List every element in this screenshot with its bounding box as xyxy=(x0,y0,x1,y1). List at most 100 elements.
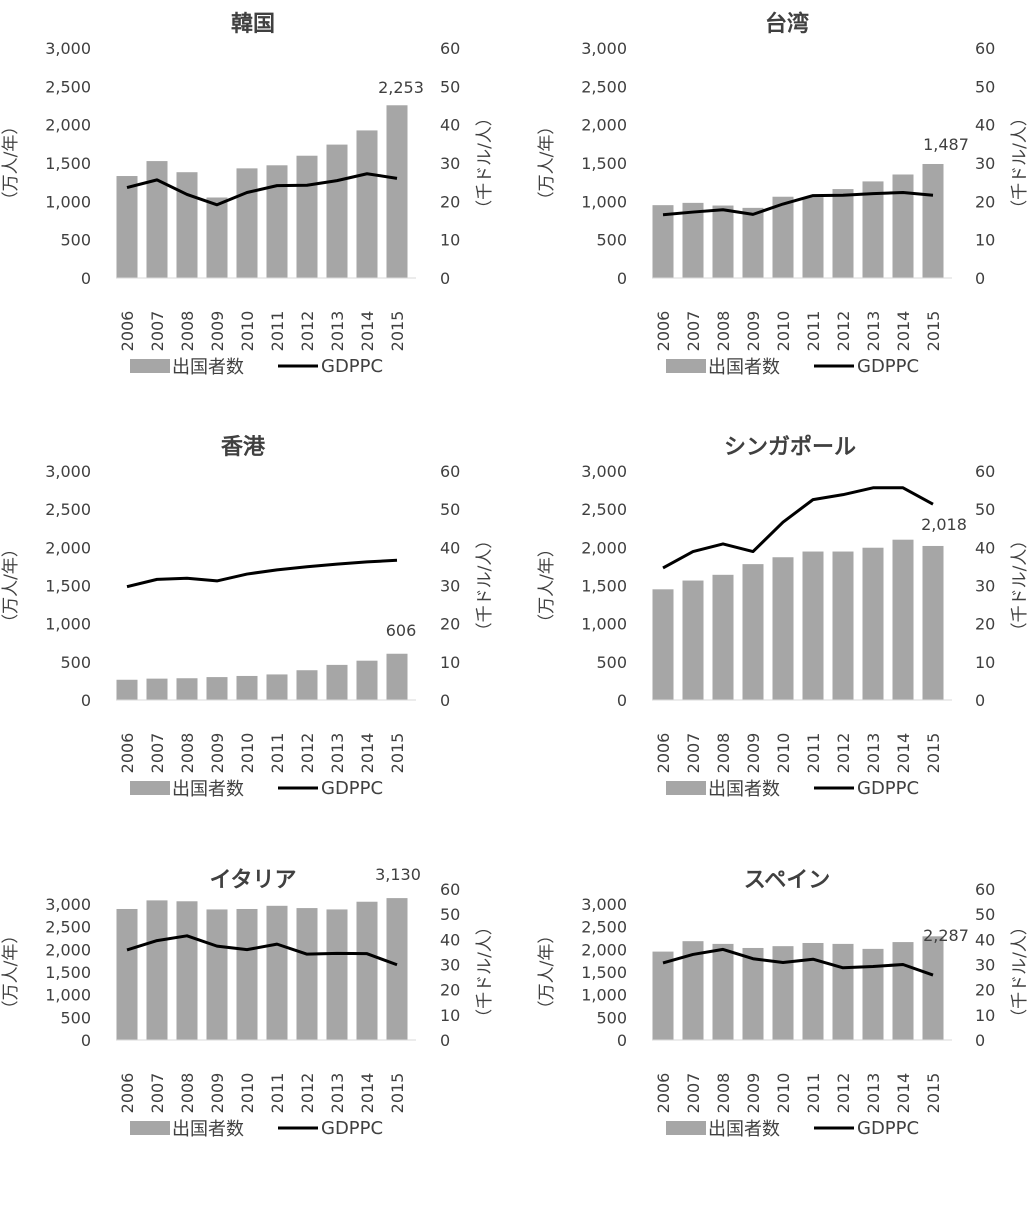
y-axis-label-left: （万人/年） xyxy=(1,540,21,631)
legend-label-bar: 出国者数 xyxy=(708,357,780,378)
right-tick-label: 40 xyxy=(440,538,460,557)
legend-label-line: GDPPC xyxy=(321,778,383,799)
bar-outbound-2008 xyxy=(176,901,198,1040)
x-tick-label: 2008 xyxy=(178,311,197,352)
data-label-2015: 606 xyxy=(386,621,417,640)
x-tick-label: 2013 xyxy=(864,1073,883,1114)
right-tick-label: 30 xyxy=(975,154,995,173)
x-tick-label: 2008 xyxy=(178,733,197,774)
x-tick-label: 2012 xyxy=(834,733,853,774)
x-tick-label: 2011 xyxy=(804,733,823,774)
legend-swatch-bar xyxy=(666,359,706,373)
left-tick-label: 2,500 xyxy=(581,918,627,937)
bar-outbound-2007 xyxy=(146,900,168,1040)
right-tick-label: 40 xyxy=(975,116,995,135)
x-tick-label: 2009 xyxy=(744,733,763,774)
x-tick-label: 2009 xyxy=(744,1073,763,1114)
legend-label-bar: 出国者数 xyxy=(172,357,244,378)
right-tick-label: 40 xyxy=(975,538,995,557)
right-tick-label: 0 xyxy=(975,269,985,288)
y-axis-label-right: （千ドル/人） xyxy=(475,532,495,640)
left-tick-label: 2,500 xyxy=(581,500,627,519)
left-tick-label: 2,500 xyxy=(581,77,627,96)
bar-outbound-2011 xyxy=(266,905,288,1040)
left-tick-label: 1,500 xyxy=(45,577,91,596)
bar-outbound-2006 xyxy=(116,908,138,1040)
bar-outbound-2008 xyxy=(176,678,198,700)
right-tick-label: 50 xyxy=(975,905,995,924)
x-tick-label: 2011 xyxy=(804,1073,823,1114)
legend-swatch-bar xyxy=(666,781,706,795)
left-tick-label: 500 xyxy=(596,231,627,250)
legend-label-bar: 出国者数 xyxy=(708,779,780,800)
legend-label-bar: 出国者数 xyxy=(708,1119,780,1140)
x-tick-label: 2014 xyxy=(358,311,377,352)
left-tick-label: 3,000 xyxy=(45,39,91,58)
bar-outbound-2014 xyxy=(356,660,378,700)
x-tick-label: 2007 xyxy=(684,733,703,774)
right-tick-label: 50 xyxy=(975,77,995,96)
bar-outbound-2014 xyxy=(892,942,914,1040)
left-tick-label: 500 xyxy=(60,231,91,250)
legend-swatch-bar xyxy=(130,781,170,795)
x-tick-label: 2015 xyxy=(924,1073,943,1114)
bar-outbound-2007 xyxy=(682,202,704,278)
x-tick-label: 2013 xyxy=(328,733,347,774)
data-label-2015: 3,130 xyxy=(375,865,421,884)
x-tick-label: 2010 xyxy=(238,733,257,774)
left-tick-label: 1,500 xyxy=(581,577,627,596)
bar-outbound-2014 xyxy=(892,539,914,700)
bar-outbound-2013 xyxy=(326,664,348,700)
data-label-2015: 2,253 xyxy=(378,78,424,97)
left-tick-label: 2,500 xyxy=(45,77,91,96)
bar-outbound-2010 xyxy=(772,196,794,278)
chart-title: 香港 xyxy=(221,435,266,460)
y-axis-label-left: （万人/年） xyxy=(1,927,21,1018)
bar-outbound-2011 xyxy=(802,197,824,278)
left-tick-label: 1,000 xyxy=(45,986,91,1005)
right-tick-label: 60 xyxy=(975,462,995,481)
bar-outbound-2014 xyxy=(356,130,378,278)
x-tick-label: 2014 xyxy=(358,1073,377,1114)
legend-swatch-bar xyxy=(130,1121,170,1135)
left-tick-label: 2,000 xyxy=(581,940,627,959)
left-tick-label: 0 xyxy=(617,691,627,710)
x-tick-label: 2009 xyxy=(208,733,227,774)
x-tick-label: 2015 xyxy=(924,733,943,774)
y-axis-label-right: （千ドル/人） xyxy=(1010,532,1030,640)
right-tick-label: 50 xyxy=(440,500,460,519)
x-tick-label: 2008 xyxy=(178,1073,197,1114)
left-tick-label: 500 xyxy=(596,1008,627,1027)
x-tick-label: 2009 xyxy=(744,311,763,352)
bar-outbound-2015 xyxy=(386,898,408,1040)
left-tick-label: 0 xyxy=(617,269,627,288)
x-tick-label: 2010 xyxy=(238,1073,257,1114)
legend-label-line: GDPPC xyxy=(857,778,919,799)
bar-outbound-2011 xyxy=(266,165,288,278)
right-tick-label: 60 xyxy=(975,39,995,58)
bar-outbound-2007 xyxy=(146,678,168,700)
chart-title: 韓国 xyxy=(231,11,275,37)
right-tick-label: 50 xyxy=(440,77,460,96)
left-tick-label: 1,000 xyxy=(45,615,91,634)
line-gdppc xyxy=(662,191,934,217)
chart-panel-2: 台湾 0 500 1,000 1,500 2,000 2,500 3,000 0 10 20 30 40… xyxy=(537,11,1030,378)
left-tick-label: 2,000 xyxy=(581,116,627,135)
right-tick-label: 0 xyxy=(975,691,985,710)
legend-label-line: GDPPC xyxy=(857,1118,919,1139)
left-tick-label: 2,000 xyxy=(45,538,91,557)
bar-outbound-2012 xyxy=(832,189,854,278)
chart-title: シンガポール xyxy=(724,434,856,460)
x-tick-label: 2007 xyxy=(684,311,703,352)
left-tick-label: 3,000 xyxy=(45,895,91,914)
right-tick-label: 30 xyxy=(975,577,995,596)
x-tick-label: 2013 xyxy=(328,311,347,352)
y-axis-label-right: （千ドル/人） xyxy=(475,918,495,1026)
right-tick-label: 60 xyxy=(440,39,460,58)
bar-outbound-2006 xyxy=(652,205,674,278)
x-tick-label: 2008 xyxy=(714,311,733,352)
chart-title: イタリア xyxy=(209,868,296,893)
right-tick-label: 50 xyxy=(975,500,995,519)
line-gdppc xyxy=(126,558,398,589)
legend-label-line: GDPPC xyxy=(857,356,919,377)
